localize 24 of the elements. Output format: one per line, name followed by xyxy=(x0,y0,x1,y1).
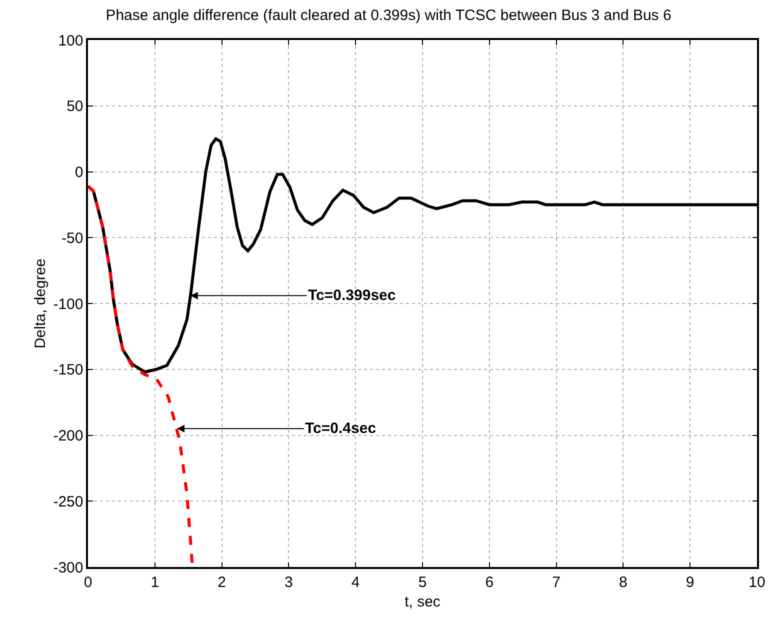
x-tick-label: 5 xyxy=(418,574,427,591)
x-tick-label: 6 xyxy=(485,574,494,591)
x-tick-label: 1 xyxy=(150,574,160,591)
y-tick-label: -150 xyxy=(53,362,84,379)
annotation: Tc=0.4sec xyxy=(305,420,376,437)
y-axis-title: Delta, degree xyxy=(32,258,49,349)
y-tick-label: -50 xyxy=(62,230,84,247)
y-tick-label: 0 xyxy=(74,164,84,181)
annotation: Tc=0.399sec xyxy=(308,287,396,304)
x-tick-label: 8 xyxy=(619,574,628,591)
y-tick-label: -200 xyxy=(53,428,84,444)
x-tick-label: 7 xyxy=(552,574,560,591)
x-tick-label: 2 xyxy=(218,574,226,591)
x-tick-label: 4 xyxy=(351,574,360,591)
x-tick-label: 9 xyxy=(686,574,694,591)
y-tick-label: -100 xyxy=(53,296,84,313)
x-tick-label: 3 xyxy=(284,574,293,591)
chart-title: Phase angle difference (fault cleared at 0.399s) with TCSC between Bus 3 and Bus 6 xyxy=(106,6,672,24)
y-tick-label: -250 xyxy=(53,493,84,510)
y-tick-label: -300 xyxy=(53,559,84,576)
x-axis-title: t, sec xyxy=(404,593,441,610)
x-tick-label: 10 xyxy=(748,574,766,591)
y-tick-label: 50 xyxy=(66,98,84,116)
y-tick-label: 100 xyxy=(58,32,84,50)
